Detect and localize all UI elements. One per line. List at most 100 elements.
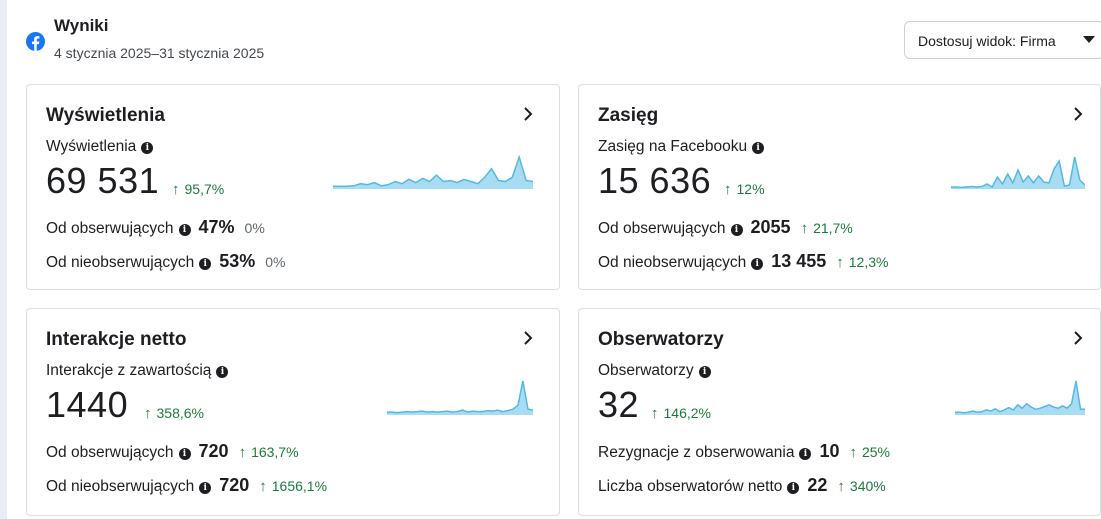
chevron-right-icon[interactable] (1071, 107, 1085, 121)
sparkline-area (951, 157, 1085, 189)
row-label: Od nieobserwujących (598, 254, 747, 271)
arrow-up-icon: ↑ (259, 478, 267, 495)
metric-change-text: 146,2% (663, 405, 711, 421)
info-icon[interactable]: i (730, 224, 743, 236)
metric-label: Obserwatorzy i (598, 362, 711, 380)
info-icon[interactable]: i (751, 258, 764, 270)
arrow-up-icon: ↑ (800, 220, 809, 237)
non-followers-row: Od nieobserwujących i 53% 0% (46, 251, 285, 272)
metric-label: Wyświetlenia i (46, 138, 154, 156)
views-sparkline (333, 155, 533, 189)
info-icon[interactable]: i (199, 482, 212, 494)
metric-change: ↑ 12% (724, 181, 765, 198)
row-value: 22 (807, 475, 828, 495)
row-value: 720 (219, 475, 250, 495)
metric-value: 15 636 (598, 160, 712, 201)
arrow-up-icon: ↑ (172, 181, 180, 198)
row-change-text: 21,7% (813, 220, 853, 236)
sparkline-line (951, 156, 1085, 189)
row-change-text: 340% (849, 478, 886, 494)
chevron-right-icon[interactable] (521, 331, 535, 345)
views-card[interactable]: Wyświetlenia Wyświetlenia i 69 531 ↑ 95,7%… (26, 84, 560, 290)
info-icon[interactable]: i (178, 448, 191, 460)
info-icon[interactable]: i (141, 142, 154, 154)
chevron-right-icon[interactable] (1071, 331, 1085, 345)
card-title: Wyświetlenia (46, 105, 165, 126)
metric-change-text: 358,6% (156, 405, 204, 421)
date-range: 4 stycznia 2025–31 stycznia 2025 (54, 45, 265, 61)
net-followers-row: Liczba obserwatorów netto i 22 ↑ 340% (598, 475, 886, 496)
followers-card[interactable]: Obserwatorzy Obserwatorzy i 32 ↑ 146,2% Re… (578, 308, 1101, 516)
customize-view-label: Dostosuj widok: Firma (918, 33, 1056, 49)
row-change-text: 1656,1% (271, 478, 328, 494)
unfollows-row: Rezygnacje z obserwowania i 10 ↑ 25% (598, 441, 890, 462)
customize-view-dropdown[interactable]: Dostosuj widok: Firma (904, 21, 1101, 59)
row-change: ↑ 12,3% (836, 254, 889, 271)
reach-card[interactable]: Zasięg Zasięg na Facebooku i 15 636 ↑ 12% … (578, 84, 1101, 290)
info-icon[interactable]: i (199, 258, 212, 270)
sparkline-line (387, 380, 533, 414)
card-title: Zasięg (598, 105, 659, 126)
chevron-right-icon[interactable] (521, 107, 535, 121)
arrow-up-icon: ↑ (651, 405, 659, 422)
sparkline-line (955, 380, 1085, 414)
row-value: 2055 (750, 217, 791, 237)
row-label: Od nieobserwujących (46, 254, 195, 271)
sparkline-area (333, 157, 533, 189)
info-icon[interactable]: i (698, 366, 711, 378)
followers-row: Od obserwujących i 2055 ↑ 21,7% (598, 217, 853, 238)
arrow-up-icon: ↑ (724, 181, 732, 198)
metric-change: ↑ 358,6% (144, 405, 204, 422)
metric-label-text: Obserwatorzy (598, 362, 694, 379)
row-label: Od obserwujących (46, 220, 174, 237)
row-change-text: 12,3% (848, 254, 889, 270)
caret-down-icon (1083, 36, 1095, 43)
metric-label-text: Zasięg na Facebooku (598, 138, 748, 155)
interactions-sparkline (387, 380, 533, 415)
row-value: 13 455 (771, 251, 827, 271)
row-value: 53% (219, 251, 256, 271)
sparkline-area (955, 381, 1085, 415)
metric-label: Interakcje z zawartością i (46, 362, 229, 380)
metric-change-text: 12% (736, 181, 765, 197)
metric-label-text: Wyświetlenia (46, 138, 137, 155)
row-label: Od nieobserwujących (46, 478, 195, 495)
metric-change: ↑ 95,7% (172, 181, 224, 198)
info-icon[interactable]: i (752, 142, 765, 154)
followers-sparkline (955, 380, 1085, 415)
interactions-card[interactable]: Interakcje netto Interakcje z zawartości… (26, 308, 560, 516)
info-icon[interactable]: i (799, 448, 812, 460)
followers-row: Od obserwujących i 720 ↑ 163,7% (46, 441, 299, 462)
info-icon[interactable]: i (178, 224, 191, 236)
metric-change-text: 95,7% (184, 181, 225, 197)
info-icon[interactable]: i (216, 366, 229, 378)
row-value: 720 (198, 441, 229, 461)
row-label: Liczba obserwatorów netto (598, 478, 783, 495)
followers-row: Od obserwujących i 47% 0% (46, 217, 265, 238)
row-change: 0% (244, 220, 265, 236)
non-followers-row: Od nieobserwujących i 720 ↑ 1656,1% (46, 475, 327, 496)
row-change: ↑ 163,7% (238, 444, 299, 461)
left-edge-bar (0, 0, 7, 519)
row-value: 47% (198, 217, 235, 237)
row-change: ↑ 25% (849, 444, 890, 461)
metric-value: 32 (598, 384, 640, 425)
arrow-up-icon: ↑ (238, 444, 247, 461)
row-label: Od obserwujących (598, 220, 726, 237)
row-change-text: 163,7% (251, 444, 299, 460)
sparkline-line (333, 155, 533, 188)
info-icon[interactable]: i (787, 482, 800, 494)
row-value: 10 (819, 441, 840, 461)
row-change: 0% (265, 254, 286, 270)
arrow-up-icon: ↑ (144, 405, 152, 422)
results-header: Wyniki 4 stycznia 2025–31 stycznia 2025 … (26, 15, 1101, 67)
row-label: Od obserwujących (46, 444, 174, 461)
arrow-up-icon: ↑ (837, 478, 845, 495)
metric-change: ↑ 146,2% (651, 405, 711, 422)
row-label: Rezygnacje z obserwowania (598, 444, 795, 461)
metric-value: 1440 (46, 384, 129, 425)
card-title: Interakcje netto (46, 329, 187, 350)
reach-sparkline (951, 156, 1085, 189)
metric-label-text: Interakcje z zawartością (46, 362, 212, 379)
row-change-text: 25% (861, 444, 890, 460)
